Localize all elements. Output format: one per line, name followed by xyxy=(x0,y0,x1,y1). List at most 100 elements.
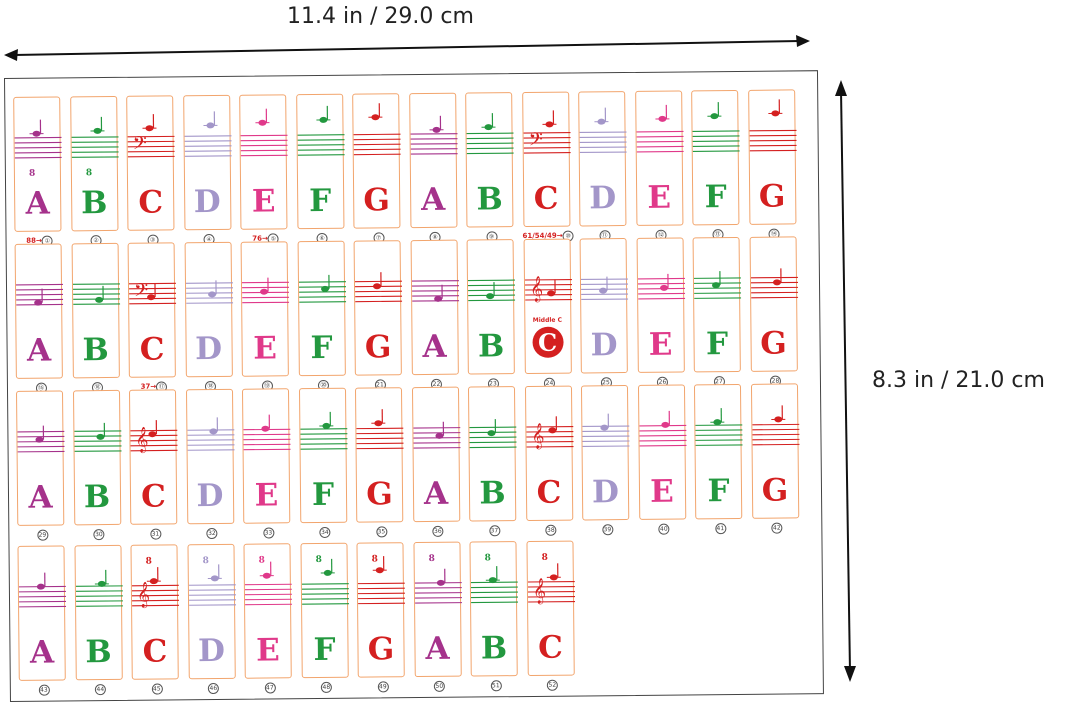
staff-35 xyxy=(356,409,404,450)
note-head xyxy=(659,284,668,291)
staff-27 xyxy=(693,271,742,299)
key-note-letter: G xyxy=(761,472,789,509)
key-note-letter: E xyxy=(647,179,672,216)
key-note-letter: A xyxy=(26,332,52,369)
key-number-circle: 51 xyxy=(490,680,502,692)
key-number-circle: 35 xyxy=(375,526,387,538)
key-sticker-37: B 37 xyxy=(467,386,517,537)
note-head xyxy=(599,287,608,294)
height-dimension-label: 8.3 in / 21.0 cm xyxy=(872,368,1045,393)
key-note-letter: B xyxy=(476,181,503,218)
key-number-circle: 29 xyxy=(36,529,48,541)
staff-46: 8 xyxy=(188,556,236,606)
ottava-mark: 8 xyxy=(259,556,265,566)
key-sticker-38: 𝄞 C 38 xyxy=(524,385,574,536)
key-note-letter: F xyxy=(309,182,332,220)
key-number-circle: 31 xyxy=(149,528,161,540)
key-note-letter: D xyxy=(196,477,224,515)
key-number-circle: 44 xyxy=(94,684,106,696)
key-note-letter: G xyxy=(760,325,787,362)
staff-47: 8 xyxy=(244,556,293,606)
key-sticker-3: 𝄢 C ③ xyxy=(126,95,175,246)
key-note-letter: D xyxy=(194,330,223,368)
key-sticker-10: 𝄢 C 61/54/49→ ⑩ xyxy=(521,91,574,242)
key-note-letter: A xyxy=(420,181,446,219)
key-sticker-23: B 23 xyxy=(466,239,516,390)
note-head xyxy=(320,285,329,292)
staff-51: 8 xyxy=(470,553,519,604)
ottava-mark: 8 xyxy=(315,555,321,565)
key-note-letter: A xyxy=(25,185,50,222)
key-note-letter: G xyxy=(363,182,391,219)
key-note-letter: C xyxy=(537,327,558,357)
key-note-letter: C xyxy=(533,180,559,217)
note-head xyxy=(147,294,156,301)
key-note-letter: E xyxy=(254,477,279,514)
key-note-letter: C xyxy=(139,331,165,368)
key-note-letter: B xyxy=(83,479,111,516)
staff-3: 𝄢 xyxy=(127,114,175,159)
key-sticker-43: A 43 xyxy=(17,545,67,696)
key-number-circle: 50 xyxy=(433,680,445,692)
key-sticker-28: G 28 xyxy=(749,236,798,387)
note-head xyxy=(34,299,43,306)
key-note-letter: D xyxy=(197,632,226,670)
key-sticker-30: B 30 xyxy=(72,389,122,541)
note-head xyxy=(487,430,496,437)
staff-4 xyxy=(184,111,232,157)
note-head xyxy=(486,293,495,300)
key-note-letter: C xyxy=(138,184,164,221)
key-sticker-33: E 33 xyxy=(241,388,291,539)
staff-29 xyxy=(17,425,65,453)
key-number-circle: 40 xyxy=(658,523,670,535)
key-number-circle: 36 xyxy=(432,525,444,537)
key-number: 39 xyxy=(577,524,637,536)
treble-clef-icon: 𝄞 xyxy=(137,582,150,608)
key-number: 36 xyxy=(408,525,468,538)
note-head xyxy=(712,282,721,289)
staff-32 xyxy=(186,417,235,451)
key-number-circle: 49 xyxy=(377,681,389,693)
key-sticker-48: 8 F 48 xyxy=(299,542,349,693)
key-number: 47 xyxy=(240,682,300,694)
key-sticker-25: D 25 xyxy=(579,238,629,389)
key-number-circle: 45 xyxy=(151,683,163,695)
key-number: 50 xyxy=(409,680,469,693)
key-number: 41 xyxy=(690,523,750,535)
key-sticker-5: E 76→ ⑤ xyxy=(239,94,288,245)
ottava-mark: 8 xyxy=(29,169,35,179)
key-number: 37 xyxy=(464,525,524,537)
note-head xyxy=(208,428,217,435)
staff-40 xyxy=(638,410,687,447)
middle-c-badge: C xyxy=(531,326,564,358)
key-sticker-39: D 39 xyxy=(580,385,630,536)
key-number: 46 xyxy=(183,682,243,695)
staff-49: 8 xyxy=(357,554,406,605)
key-sticker-32: D 32 xyxy=(185,388,235,540)
key-note-letter: A xyxy=(423,475,449,512)
key-number: 32 xyxy=(182,527,242,540)
note-head xyxy=(373,283,382,290)
staff-25 xyxy=(580,276,629,301)
staff-22 xyxy=(411,280,459,302)
key-note-letter: F xyxy=(311,476,335,514)
key-note-letter: F xyxy=(704,179,727,216)
key-note-letter: F xyxy=(705,326,729,363)
note-head xyxy=(207,291,216,298)
width-dimension-label: 11.4 in / 29.0 cm xyxy=(287,4,474,29)
key-sticker-45: 𝄞 8 C 45 xyxy=(130,544,180,695)
key-note-letter: C xyxy=(142,633,168,670)
key-number: 34 xyxy=(295,526,355,539)
key-note-letter: A xyxy=(29,634,55,671)
staff-19 xyxy=(241,277,290,304)
key-note-letter: C xyxy=(536,474,562,511)
staff-11 xyxy=(579,107,627,154)
